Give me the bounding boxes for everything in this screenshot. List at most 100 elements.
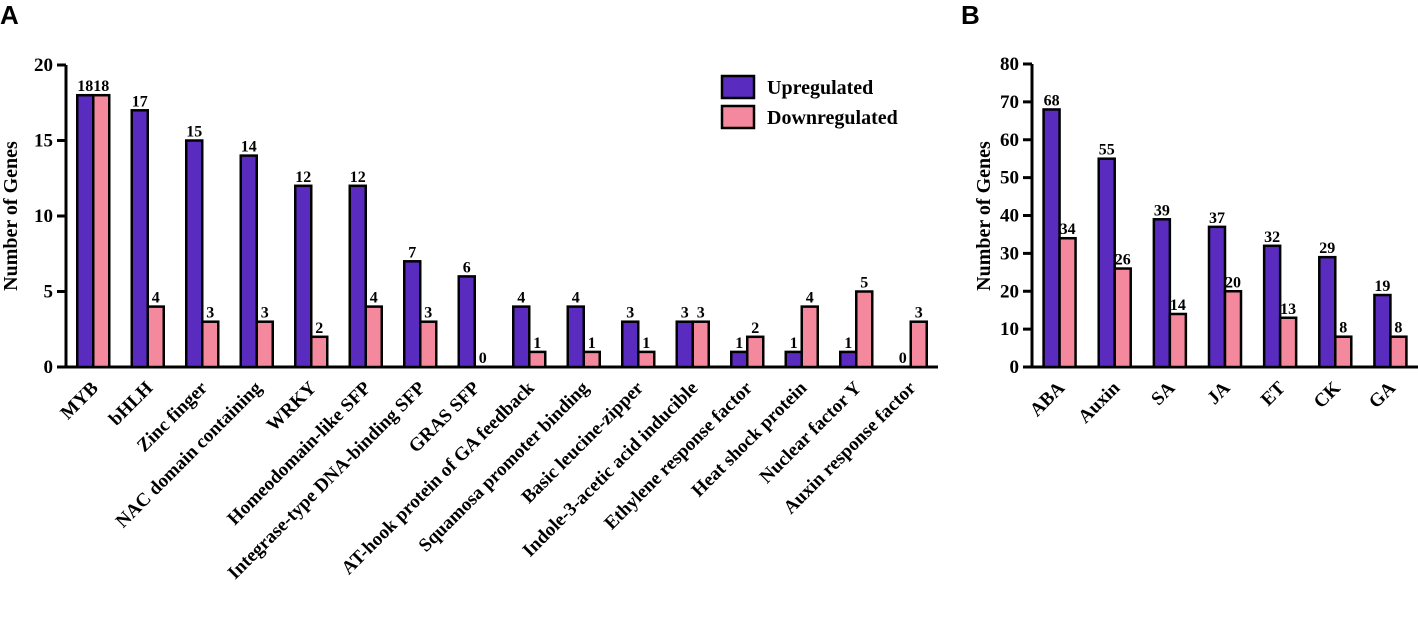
panel-b-y-tick-label: 30 [1000, 243, 1019, 264]
panel-b-y-tick-label: 70 [1000, 92, 1019, 113]
panel-a-value-label: 0 [899, 350, 907, 367]
panel-b-value-label: 20 [1225, 274, 1241, 291]
panel-a-y-tick-label: 15 [34, 131, 53, 152]
panel-a-value-label: 4 [806, 290, 814, 307]
panel-a-bar-down [855, 290, 874, 369]
panel-b-bar-up [1262, 244, 1282, 369]
panel-b-value-label: 55 [1099, 142, 1115, 159]
panel-a-x-tick-label: Integrase-type DNA-binding SFP [224, 377, 430, 583]
panel-b-y-tick-label: 80 [1000, 54, 1019, 75]
panel-a-y-tick-label: 10 [34, 206, 53, 227]
panel-a-value-label: 3 [697, 305, 705, 322]
panel-a-value-label: 17 [132, 93, 148, 110]
panel-a-value-label: 5 [860, 275, 868, 292]
panel-b-y-tick-label: 50 [1000, 168, 1019, 189]
panel-b-y-tick-label: 40 [1000, 206, 1019, 227]
panel-b-y-tick-label: 10 [1000, 319, 1019, 340]
panel-b-value-label: 8 [1394, 320, 1402, 337]
panel-a-x-tick-label: bHLH [105, 378, 157, 430]
panel-a-value-label: 4 [370, 290, 378, 307]
panel-a-value-label: 1 [588, 335, 596, 352]
panel-b-x-tick-label: Auxin [1074, 377, 1124, 427]
panel-b-value-label: 68 [1044, 92, 1060, 109]
panel-a-bar-down [528, 350, 547, 369]
panel-b-bar-down [1389, 335, 1408, 369]
panel-a-value-label: 2 [315, 320, 323, 337]
panel-a-value-label: 3 [261, 305, 269, 322]
panel-a-bar-down [419, 320, 438, 369]
panel-a-value-label: 3 [681, 305, 689, 322]
panel-a-value-label: 3 [915, 305, 923, 322]
legend-downregulated-label: Downregulated [767, 107, 898, 129]
panel-a-bar-up [403, 260, 422, 369]
panel-a-bar-down [637, 350, 656, 369]
panel-a-value-label: 4 [572, 290, 580, 307]
panel-a-bar-up [621, 320, 640, 369]
panel-a-bar-down [909, 320, 928, 369]
panel-a-bar-down [691, 320, 710, 369]
panel-a-bar-down [255, 320, 274, 369]
panel-a-bar-down [310, 335, 329, 369]
panel-b-bar-down [1058, 236, 1077, 369]
panel-a-value-label: 1 [844, 335, 852, 352]
panel-b-value-label: 13 [1280, 301, 1296, 318]
panel-a-legend: Upregulated Downregulated [720, 74, 898, 130]
panel-a-bar-up [348, 184, 367, 369]
legend-downregulated-swatch [720, 104, 756, 130]
panel-a-bar-down [364, 305, 383, 369]
panel-b-bar-up [1152, 218, 1172, 369]
panel-b-value-label: 8 [1339, 320, 1347, 337]
panel-a-value-label: 1 [735, 335, 743, 352]
panel-b-x-tick-label: CK [1310, 378, 1345, 413]
panel-a-letter: A [0, 0, 19, 30]
panel-a-value-label: 7 [408, 244, 416, 261]
panel-b-value-label: 19 [1374, 278, 1390, 295]
panel-a-bar-down [582, 350, 601, 369]
panel-b-x-tick-label: GA [1365, 377, 1400, 412]
panel-a-bar-down [92, 93, 111, 369]
panel-a-bar-up [839, 350, 858, 369]
panel-a-value-label: 3 [626, 305, 634, 322]
panel-a-value-label: 12 [295, 169, 311, 186]
panel-b-value-label: 34 [1060, 221, 1076, 238]
panel-b-bar-down [1278, 316, 1298, 369]
panel-a-bar-up [130, 109, 149, 369]
panel-a-value-label: 4 [517, 290, 525, 307]
panel-a-value-label: 18 [77, 78, 93, 95]
panel-b-bar-up [1373, 293, 1392, 369]
panel-b-x-tick-label: ABA [1026, 377, 1069, 420]
panel-a-bar-up [512, 305, 531, 369]
panel-a-bar-down [746, 335, 765, 369]
panel-b-bar-up [1042, 108, 1061, 369]
legend-upregulated-swatch [720, 74, 756, 100]
panel-b-bar-down [1334, 335, 1353, 369]
panel-b-x-tick-label: JA [1203, 377, 1234, 408]
panel-a-y-tick-label: 20 [34, 55, 53, 76]
panel-b-x-labels: ABA Auxin SA JA ET CK GA [1026, 377, 1400, 427]
panel-b-value-label: 26 [1115, 252, 1131, 269]
panel-a-ylabel: Number of Genes [0, 141, 22, 291]
panel-a-value-label: 3 [206, 305, 214, 322]
panel-a-value-label: 0 [479, 350, 487, 367]
panel-b-bar-down [1168, 312, 1188, 369]
panel-b-bar-up [1097, 157, 1116, 369]
panel-a-bar-up [294, 184, 313, 369]
panel-b-bar-up [1318, 255, 1337, 369]
panel-a-bar-down [146, 305, 165, 369]
panel-a-bar-up [784, 350, 803, 369]
panel-a-bar-up [566, 305, 585, 369]
panel-b-value-label: 37 [1209, 210, 1225, 227]
panel-b-bar-down [1113, 267, 1132, 369]
panel-b-letter: B [961, 0, 980, 30]
panel-a-bar-up [457, 275, 476, 369]
panel-a-value-label: 2 [751, 320, 759, 337]
panel-b-value-label: 39 [1154, 202, 1170, 219]
panel-b-bar-down [1223, 290, 1243, 369]
panel-b-ylabel: Number of Genes [973, 141, 995, 291]
panel-a-y-tick-label: 0 [44, 357, 54, 378]
panel-a-value-label: 6 [463, 259, 471, 276]
